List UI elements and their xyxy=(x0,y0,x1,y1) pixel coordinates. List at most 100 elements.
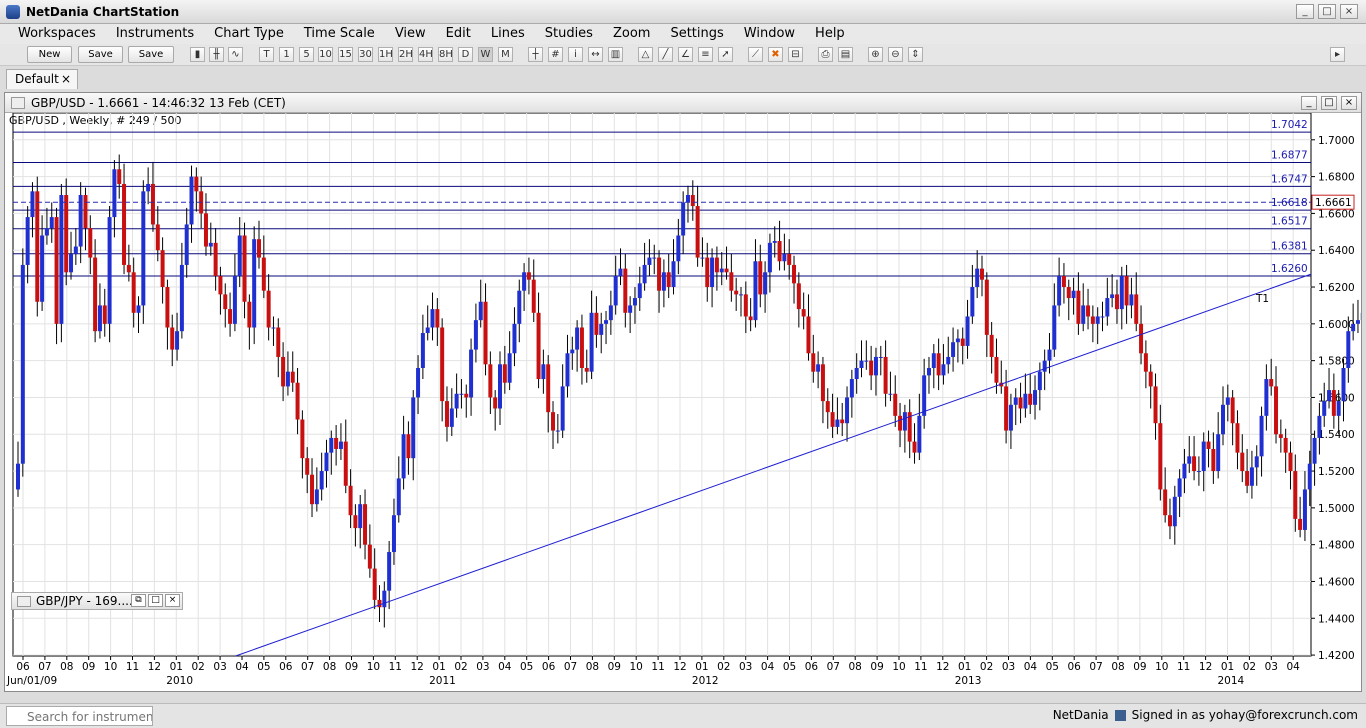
timeframe-weekly[interactable]: W xyxy=(478,47,493,62)
print-preview-icon[interactable]: ▤ xyxy=(838,47,853,62)
candle-body xyxy=(1090,316,1095,324)
candle-body xyxy=(565,353,570,387)
grid-icon[interactable]: # xyxy=(548,47,563,62)
properties-icon[interactable]: ⊟ xyxy=(788,47,803,62)
candle-body xyxy=(719,268,724,273)
timeframe-4h[interactable]: 4H xyxy=(418,47,433,62)
timeframe-8h[interactable]: 8H xyxy=(438,47,453,62)
volume-icon[interactable]: ▥ xyxy=(608,47,623,62)
timeframe-15m[interactable]: 15 xyxy=(338,47,353,62)
menu-bar: Workspaces Instruments Chart Type Time S… xyxy=(0,24,1366,44)
trendline-t1 xyxy=(235,273,1312,657)
tab-default[interactable]: Default × xyxy=(6,69,78,89)
maximize-button[interactable]: □ xyxy=(1318,4,1336,19)
candle-body xyxy=(271,327,276,329)
minimized-close-button[interactable]: × xyxy=(165,594,180,607)
timeframe-daily[interactable]: D xyxy=(458,47,473,62)
candle-body xyxy=(575,327,580,350)
horizontal-line-label: 1.6517 xyxy=(1271,216,1308,228)
fibonacci-icon[interactable]: ≡ xyxy=(698,47,713,62)
x-tick-label: 09 xyxy=(1133,661,1146,673)
candle-body xyxy=(319,471,324,490)
candle-body xyxy=(777,241,782,262)
candle-body xyxy=(873,356,878,376)
delete-lines-icon[interactable]: ✖ xyxy=(768,47,783,62)
pointer-icon[interactable]: ➚ xyxy=(718,47,733,62)
line-chart-icon[interactable]: ∿ xyxy=(228,47,243,62)
menu-instruments[interactable]: Instruments xyxy=(115,26,195,41)
candle-body xyxy=(155,224,160,251)
chart-window-icon xyxy=(11,97,25,109)
candle-body xyxy=(1317,415,1322,438)
candle-body xyxy=(1331,390,1336,416)
timeframe-tick[interactable]: T xyxy=(259,47,274,62)
close-button[interactable]: × xyxy=(1340,4,1358,19)
x-tick-label: 01 xyxy=(695,661,708,673)
instrument-search-input[interactable] xyxy=(6,706,153,726)
angle-line-icon[interactable]: ∠ xyxy=(678,47,693,62)
timeframe-1m[interactable]: 1 xyxy=(279,47,294,62)
timeframe-1h[interactable]: 1H xyxy=(378,47,393,62)
timeframe-monthly[interactable]: M xyxy=(498,47,513,62)
menu-edit[interactable]: Edit xyxy=(445,26,471,41)
candle-body xyxy=(310,474,315,505)
x-tick-label: 03 xyxy=(213,661,226,673)
minimized-maximize-button[interactable]: □ xyxy=(148,594,163,607)
menu-settings[interactable]: Settings xyxy=(670,26,724,41)
menu-workspaces[interactable]: Workspaces xyxy=(18,26,96,41)
candle-body xyxy=(401,434,406,479)
candle-body xyxy=(1196,471,1201,473)
x-tick-label: 07 xyxy=(827,661,840,673)
menu-zoom[interactable]: Zoom xyxy=(612,26,651,41)
save-as-button[interactable]: Save as... xyxy=(128,46,174,75)
save-button[interactable]: Save xyxy=(78,46,123,63)
candle-body xyxy=(700,257,705,259)
menu-window[interactable]: Window xyxy=(743,26,796,41)
minimize-button[interactable]: _ xyxy=(1296,4,1314,19)
bar-chart-icon[interactable]: ╫ xyxy=(209,47,224,62)
candle-body xyxy=(724,268,729,273)
timeframe-5m[interactable]: 5 xyxy=(299,47,314,62)
timeframe-30m[interactable]: 30 xyxy=(358,47,373,62)
minimized-window-gbpjpy[interactable]: GBP/JPY - 169.... ⧉ □ × xyxy=(11,592,183,610)
timeframe-10m[interactable]: 10 xyxy=(318,47,333,62)
menu-chart-type[interactable]: Chart Type xyxy=(214,26,284,41)
panel-toggle-icon[interactable]: ▸ xyxy=(1330,47,1345,62)
chart-maximize-button[interactable]: □ xyxy=(1321,96,1337,110)
candle-body xyxy=(416,367,421,398)
price-chart[interactable]: GBP/USD , Weekly, # 249 / 500 1.7000 1.680… xyxy=(5,113,1361,691)
menu-lines[interactable]: Lines xyxy=(490,26,525,41)
menu-view[interactable]: View xyxy=(394,26,426,41)
toolbar: New Save Save as... ▮ ╫ ∿ T 1 5 10 15 30… xyxy=(0,44,1366,75)
app-logo-icon xyxy=(6,5,20,19)
candle-body xyxy=(825,401,830,413)
zoom-out-icon[interactable]: ⊖ xyxy=(888,47,903,62)
candle-body xyxy=(690,195,695,207)
x-tick-label: 04 xyxy=(761,661,775,673)
info-icon[interactable]: i xyxy=(568,47,583,62)
bell-icon[interactable]: △ xyxy=(638,47,653,62)
minimized-restore-button[interactable]: ⧉ xyxy=(131,594,146,607)
candle-body xyxy=(579,327,584,368)
candle-body xyxy=(811,353,816,372)
tab-close-icon[interactable]: × xyxy=(60,72,71,86)
timeframe-2h[interactable]: 2H xyxy=(398,47,413,62)
chart-close-button[interactable]: × xyxy=(1341,96,1357,110)
candle-body xyxy=(483,301,488,365)
menu-time-scale[interactable]: Time Scale xyxy=(303,26,375,41)
crosshair-icon[interactable]: ┼ xyxy=(528,47,543,62)
candlestick-chart-icon[interactable]: ▮ xyxy=(190,47,205,62)
candle-body xyxy=(907,412,912,442)
zoom-fit-icon[interactable]: ⇕ xyxy=(908,47,923,62)
chart-minimize-button[interactable]: _ xyxy=(1301,96,1317,110)
draw-line-icon[interactable]: ⟋ xyxy=(748,47,763,62)
print-icon[interactable]: ⎙ xyxy=(818,47,833,62)
new-button[interactable]: New xyxy=(27,46,72,63)
candle-body xyxy=(382,590,387,608)
trendline-icon[interactable]: ╱ xyxy=(658,47,673,62)
x-year-label: 2010 xyxy=(166,675,193,687)
menu-studies[interactable]: Studies xyxy=(544,26,593,41)
pan-icon[interactable]: ↔ xyxy=(588,47,603,62)
zoom-in-icon[interactable]: ⊕ xyxy=(868,47,883,62)
menu-help[interactable]: Help xyxy=(815,26,845,41)
